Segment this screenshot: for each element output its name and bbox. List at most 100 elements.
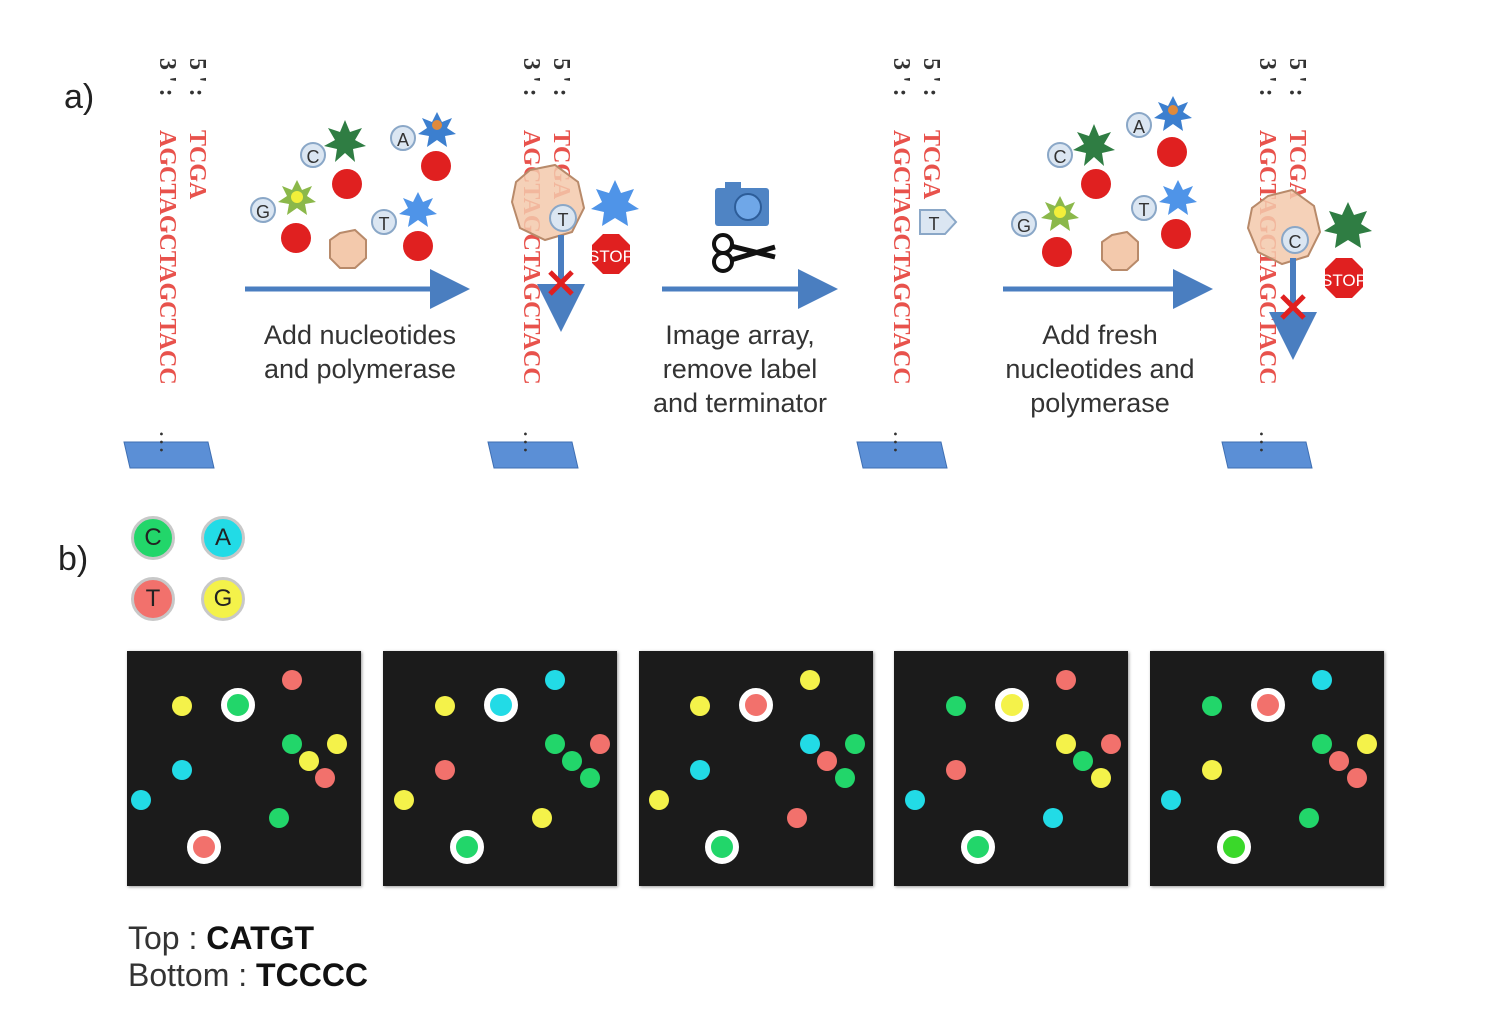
dna-strand-1: 3 ' : 5 ' : AGCTAGCTAGCTACC TCGA … — [123, 58, 215, 469]
nucleotide-c-icon — [1047, 142, 1073, 168]
result-top: Top : CATGT — [128, 920, 315, 956]
array-image-3 — [639, 651, 873, 886]
stop-terminator-icon — [1157, 137, 1187, 167]
svg-text:TCGA: TCGA — [918, 130, 944, 200]
svg-text:3 ' :: 3 ' : — [1254, 58, 1280, 97]
polymerase-icon — [1101, 230, 1139, 271]
array-image-1 — [127, 651, 361, 886]
svg-text:G: G — [1017, 216, 1031, 236]
dna-strand-3: 3 ' : 5 ' : AGCTAGCTAGCTACC TCGA … T — [856, 58, 958, 469]
panel-a-diagram: 3 ' : 5 ' : AGCTAGCTAGCTACC TCGA … C A G… — [123, 58, 1372, 469]
stop-terminator-icon — [403, 231, 433, 261]
svg-text:C: C — [307, 147, 320, 167]
svg-text:C: C — [1289, 232, 1302, 252]
stop-sign-icon — [1325, 258, 1363, 298]
nucleotide-t-icon — [371, 209, 397, 235]
array-image-2 — [383, 651, 617, 886]
flowcell-surface-2 — [487, 441, 579, 469]
primer-strand: TCGA — [184, 130, 210, 200]
end-label-5prime: 5 ' : — [184, 58, 210, 97]
svg-text:A: A — [1133, 117, 1145, 137]
added-nucleotide-t-icon — [549, 204, 577, 232]
svg-text:A: A — [397, 130, 409, 150]
strand-ellipsis: … — [154, 430, 180, 454]
tracked-spot-bottom — [1217, 830, 1251, 864]
dye-blue-icon — [399, 192, 437, 227]
stop-terminator-icon — [1081, 169, 1111, 199]
nucleotide-t-icon — [1131, 195, 1157, 221]
svg-text:G: G — [256, 202, 270, 222]
svg-text:C: C — [1054, 147, 1067, 167]
added-nucleotide-c-icon — [1281, 226, 1309, 254]
panel-a-label: a) — [64, 78, 95, 116]
tracked-spot-bottom — [187, 830, 221, 864]
tracked-spot-bottom — [450, 830, 484, 864]
result-top-sequence: CATGT — [206, 920, 315, 956]
svg-text:5 ' :: 5 ' : — [1284, 58, 1310, 97]
dye-green-icon — [1073, 124, 1115, 166]
flowcell-surface-4 — [1221, 441, 1313, 469]
nucleotide-g-icon — [250, 197, 276, 223]
legend-c: C — [131, 516, 175, 560]
template-sequence: AGCTAGCTAGCTACC — [154, 130, 180, 385]
dna-strand-2: 3 ' : 5 ' : AGCTAGCTAGCTACC TCGA … T STO… — [487, 58, 639, 469]
array-image-5 — [1150, 651, 1384, 886]
flowcell-surface-1 — [123, 441, 215, 469]
stop-terminator-icon — [332, 169, 362, 199]
incorporated-nucleotide-t-icon — [919, 209, 958, 235]
tracked-spot-top — [484, 688, 518, 722]
dna-strand-4: 3 ' : 5 ' : AGCTAGCTAGCTACC TCGA … C STO… — [1221, 58, 1372, 469]
svg-text:T: T — [929, 214, 940, 234]
svg-text:T: T — [379, 214, 390, 234]
dye-green-icon — [1324, 202, 1372, 248]
template-strand: AGCTAGCTAGCTACC — [154, 130, 180, 385]
svg-text:3 ' :: 3 ' : — [518, 58, 544, 97]
step-caption-1: Add nucleotides and polymerase — [263, 320, 457, 384]
array-image-4 — [894, 651, 1128, 886]
stop-sign-icon — [592, 234, 630, 274]
stop-terminator-icon — [421, 151, 451, 181]
camera-icon — [715, 182, 769, 226]
svg-text:…: … — [888, 430, 914, 454]
blocked-x-icon — [548, 270, 574, 296]
svg-text:T: T — [1139, 200, 1150, 220]
svg-text:5 ' :: 5 ' : — [918, 58, 944, 97]
blocked-x-icon — [1280, 294, 1306, 320]
step-caption-2: Image array, remove label and terminator — [652, 320, 828, 418]
stop-terminator-icon — [1042, 237, 1072, 267]
nucleotide-a-icon — [390, 125, 416, 151]
svg-text:T: T — [558, 210, 569, 230]
result-bottom: Bottom : TCCCC — [128, 957, 369, 993]
legend-t: T — [131, 577, 175, 621]
tracked-spot-bottom — [961, 830, 995, 864]
tracked-spot-bottom — [705, 830, 739, 864]
svg-text:5 ' :: 5 ' : — [548, 58, 574, 97]
nucleotide-mix-1: C A G T — [250, 112, 456, 269]
nucleotide-c-icon — [300, 142, 326, 168]
svg-text:STOP: STOP — [588, 247, 634, 266]
tracked-spot-top — [739, 688, 773, 722]
svg-text:TCGA: TCGA — [1284, 130, 1310, 200]
stop-terminator-icon — [1161, 219, 1191, 249]
nucleotide-g-icon — [1011, 211, 1037, 237]
scissors-icon — [712, 233, 776, 273]
svg-text:…: … — [1254, 430, 1280, 454]
legend-g: G — [201, 577, 245, 621]
polymerase-icon — [329, 228, 367, 269]
tracked-spot-top — [221, 688, 255, 722]
nucleotide-mix-2: C A G T — [1011, 96, 1197, 271]
panel-b-label: b) — [58, 540, 89, 578]
flowcell-surface-3 — [856, 441, 948, 469]
nucleotide-a-icon — [1126, 112, 1152, 138]
dye-blue-icon — [591, 180, 639, 226]
svg-text:STOP: STOP — [1321, 271, 1367, 290]
tracked-spot-top — [995, 688, 1029, 722]
legend-a: A — [201, 516, 245, 560]
end-label-3prime: 3 ' : — [154, 58, 180, 97]
step-caption-3: Add fresh nucleotides and polymerase — [1005, 320, 1195, 418]
stop-terminator-icon — [281, 223, 311, 253]
svg-text:…: … — [518, 430, 544, 454]
tracked-spot-top — [1251, 688, 1285, 722]
result-bottom-sequence: TCCCC — [256, 957, 369, 993]
dye-blue-icon — [1159, 180, 1197, 215]
